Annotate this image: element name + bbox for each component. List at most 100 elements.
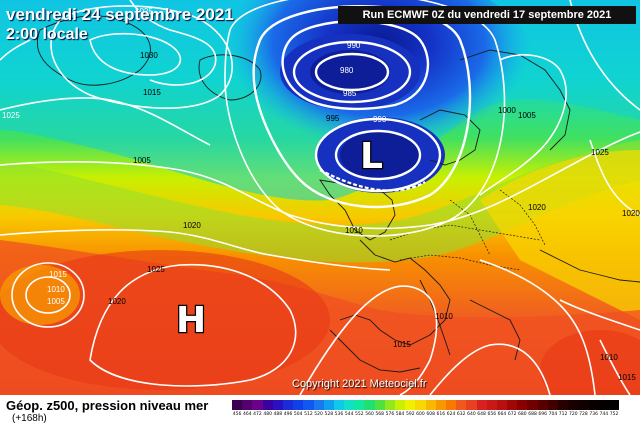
pressure-label: 1025 bbox=[147, 265, 165, 274]
color-scale-tick: 568 bbox=[375, 412, 385, 417]
color-scale-swatch bbox=[456, 400, 467, 410]
color-scale-tick: 656 bbox=[487, 412, 497, 417]
color-scale-swatch bbox=[445, 400, 457, 410]
color-scale-swatch bbox=[242, 400, 253, 410]
color-scale-swatch bbox=[496, 400, 508, 410]
color-scale-tick: 528 bbox=[324, 412, 334, 417]
color-scale-tick: 632 bbox=[456, 412, 466, 417]
legend-title: Géop. z500, pression niveau mer bbox=[6, 398, 209, 413]
color-scale-tick: 456 bbox=[232, 412, 242, 417]
color-scale-tick: 504 bbox=[293, 412, 303, 417]
color-scale-tick: 624 bbox=[446, 412, 456, 417]
pressure-label: 1015 bbox=[49, 270, 67, 279]
color-scale-swatch bbox=[303, 400, 314, 410]
pressure-label: 1020 bbox=[622, 209, 640, 218]
pressure-label: 995 bbox=[326, 114, 340, 123]
pressure-label: 1025 bbox=[2, 111, 20, 120]
pressure-label: 1015 bbox=[393, 340, 411, 349]
pressure-label: 1020 bbox=[528, 203, 546, 212]
pressure-labels: 1025 1030 1015 1025 1005 990 980 985 995… bbox=[2, 7, 640, 382]
color-scale-swatch bbox=[537, 400, 548, 410]
pressure-label: 1005 bbox=[133, 156, 151, 165]
pressure-label: 980 bbox=[340, 66, 354, 75]
color-scale-swatch bbox=[333, 400, 345, 410]
color-scale-tick: 720 bbox=[568, 412, 578, 417]
color-scale-ticks: 456 464 472 480 488 496 504 512 520 528 536 544 552 5… bbox=[232, 412, 619, 417]
color-scale-tick: 712 bbox=[558, 412, 568, 417]
color-scale-tick: 512 bbox=[304, 412, 313, 417]
pressure-label: 990 bbox=[373, 115, 387, 124]
color-scale-tick: 552 bbox=[355, 412, 364, 417]
color-scale-swatch bbox=[486, 400, 497, 410]
color-scale-tick: 696 bbox=[538, 412, 548, 417]
color-scale-swatch bbox=[395, 400, 406, 410]
color-scale-swatch bbox=[568, 400, 579, 410]
color-scale-tick: 744 bbox=[599, 412, 609, 417]
pressure-label: 1000 bbox=[498, 106, 516, 115]
color-scale-swatch bbox=[374, 400, 385, 410]
color-scale-tick: 472 bbox=[253, 412, 262, 417]
color-scale-tick: 704 bbox=[548, 412, 558, 417]
color-scale-swatch bbox=[476, 400, 487, 410]
color-scale-tick: 520 bbox=[314, 412, 323, 417]
color-scale-swatch bbox=[364, 400, 375, 410]
color-scale-tick: 688 bbox=[528, 412, 537, 417]
color-scale bbox=[232, 400, 620, 410]
color-scale-tick: 680 bbox=[518, 412, 527, 417]
color-scale-swatch bbox=[282, 400, 294, 410]
color-scale-swatch bbox=[354, 400, 365, 410]
color-scale-tick: 560 bbox=[365, 412, 374, 417]
pressure-label: 1005 bbox=[47, 297, 65, 306]
pressure-label: 1010 bbox=[47, 285, 65, 294]
pressure-label: 985 bbox=[343, 89, 357, 98]
color-scale-swatch bbox=[323, 400, 334, 410]
high-pressure-marker: H bbox=[176, 300, 206, 341]
pressure-label: 1015 bbox=[143, 88, 161, 97]
color-scale-swatch bbox=[232, 400, 243, 410]
legend-forecast-hour: (+168h) bbox=[12, 413, 47, 424]
color-scale-tick: 664 bbox=[497, 412, 507, 417]
color-scale-swatch bbox=[435, 400, 446, 410]
color-scale-tick: 736 bbox=[589, 412, 598, 417]
color-scale-tick: 544 bbox=[344, 412, 354, 417]
pressure-label: 1005 bbox=[518, 111, 536, 120]
color-scale-swatch bbox=[384, 400, 395, 410]
map-date-title: vendredi 24 septembre 2021 bbox=[6, 5, 234, 24]
low-pressure-marker: L bbox=[360, 136, 383, 177]
color-scale-swatch bbox=[578, 400, 589, 410]
color-scale-swatch bbox=[507, 400, 518, 410]
pressure-map: 1025 1030 1015 1025 1005 990 980 985 995… bbox=[0, 0, 640, 395]
color-scale-swatch bbox=[344, 400, 355, 410]
pressure-label: 1025 bbox=[591, 148, 609, 157]
color-scale-swatch bbox=[608, 400, 620, 410]
color-scale-swatch bbox=[252, 400, 263, 410]
pressure-label: 1010 bbox=[345, 226, 363, 235]
color-scale-swatch bbox=[313, 400, 324, 410]
color-scale-swatch bbox=[405, 400, 416, 410]
color-scale-swatch bbox=[547, 400, 558, 410]
pressure-label: 1020 bbox=[183, 221, 201, 230]
legend-bar: Géop. z500, pression niveau mer (+168h) … bbox=[0, 395, 640, 427]
color-scale-tick: 728 bbox=[579, 412, 588, 417]
pressure-label: 1030 bbox=[140, 51, 158, 60]
color-scale-tick: 536 bbox=[334, 412, 344, 417]
color-scale-tick: 640 bbox=[467, 412, 476, 417]
pressure-label: 1015 bbox=[618, 373, 636, 382]
color-scale-swatch bbox=[272, 400, 283, 410]
map-local-time: 2:00 locale bbox=[6, 26, 88, 43]
color-scale-tick: 576 bbox=[385, 412, 395, 417]
color-scale-tick: 616 bbox=[436, 412, 446, 417]
color-scale-tick: 608 bbox=[426, 412, 435, 417]
pressure-label: 990 bbox=[347, 41, 361, 50]
color-scale-swatch bbox=[425, 400, 436, 410]
color-scale-tick: 592 bbox=[405, 412, 415, 417]
color-scale-swatch bbox=[558, 400, 569, 410]
pressure-label: 1010 bbox=[600, 353, 618, 362]
color-scale-tick: 496 bbox=[283, 412, 293, 417]
color-scale-swatch bbox=[527, 400, 538, 410]
front-line bbox=[319, 169, 426, 192]
color-scale-tick: 584 bbox=[395, 412, 405, 417]
color-scale-swatch bbox=[598, 400, 609, 410]
color-scale-swatch bbox=[293, 400, 304, 410]
